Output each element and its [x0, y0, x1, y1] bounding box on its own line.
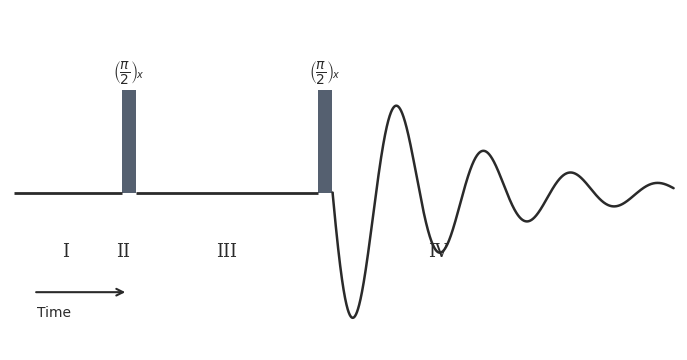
Text: $\left(\dfrac{\pi}{2}\right)_{\!x}$: $\left(\dfrac{\pi}{2}\right)_{\!x}$ — [113, 59, 144, 86]
Text: III: III — [216, 243, 236, 261]
Bar — [317, 90, 332, 193]
Text: I: I — [63, 243, 69, 261]
Text: $\left(\dfrac{\pi}{2}\right)_{\!x}$: $\left(\dfrac{\pi}{2}\right)_{\!x}$ — [309, 59, 340, 86]
Text: Time: Time — [36, 306, 71, 320]
Bar — [122, 90, 136, 193]
Text: II: II — [117, 243, 131, 261]
Text: IV: IV — [429, 243, 449, 261]
